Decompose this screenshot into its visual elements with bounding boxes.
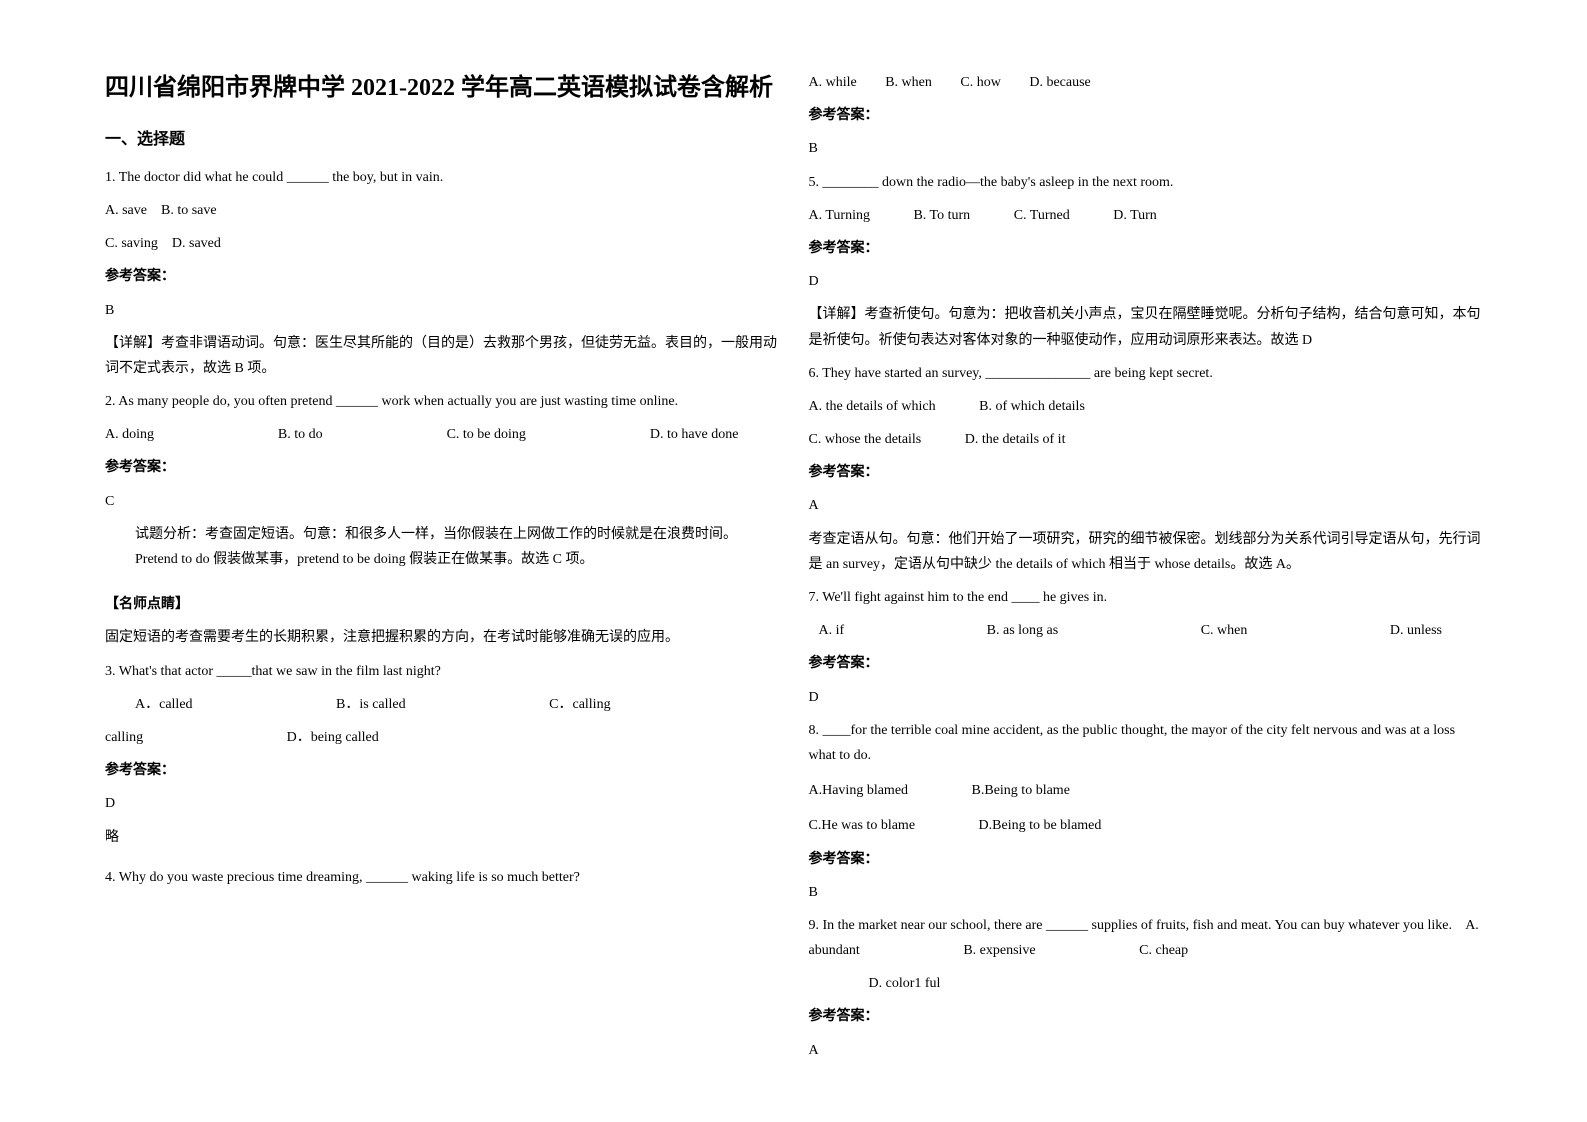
question-2-options: A. doing B. to do C. to be doing D. to h… — [105, 422, 779, 447]
q7-answer: D — [809, 685, 1483, 710]
question-9-opt-d: D. color1 ful — [809, 971, 1483, 996]
q1-opt-b: B. to save — [161, 203, 217, 218]
q6-opt-a: A. the details of which — [809, 399, 936, 414]
q7-answer-label: 参考答案： — [809, 651, 1483, 676]
q6-answer: A — [809, 493, 1483, 518]
q7-opt-a: A. if — [819, 618, 845, 643]
q3-opt-d: D．being called — [287, 730, 379, 745]
q1-opt-a: A. save — [105, 203, 147, 218]
q7-opt-b: B. as long as — [987, 618, 1059, 643]
q9-opt-c: C. cheap — [1139, 943, 1188, 958]
q6-opt-d: D. the details of it — [965, 432, 1066, 447]
q1-answer: B — [105, 298, 779, 323]
q8-opt-c: C.He was to blame — [809, 818, 916, 833]
q2-opt-a: A. doing — [105, 422, 154, 447]
question-8-options-ab: A.Having blamed B.Being to blame — [809, 778, 1483, 803]
section-heading: 一、选择题 — [105, 126, 779, 155]
q3-answer: D — [105, 791, 779, 816]
question-3-text: 3. What's that actor _____that we saw in… — [105, 659, 779, 684]
question-1-options-ab: A. save B. to save — [105, 198, 779, 223]
q4-opt-b: B. when — [885, 75, 932, 90]
q7-opt-d: D. unless — [1390, 618, 1442, 643]
question-6-text: 6. They have started an survey, ________… — [809, 361, 1483, 386]
q9-opt-b: B. expensive — [963, 943, 1035, 958]
question-8-text: 8. ____for the terrible coal mine accide… — [809, 718, 1483, 768]
q5-opt-c: C. Turned — [1014, 208, 1070, 223]
q2-tip-label: 【名师点睛】 — [105, 592, 779, 617]
question-3-options-2: calling D．being called — [105, 725, 779, 750]
question-3-options: A．called B．is called C．calling — [105, 692, 779, 717]
q2-analysis: 试题分析：考查固定短语。句意：和很多人一样，当你假装在上网做工作的时候就是在浪费… — [105, 522, 779, 572]
q5-opt-b: B. To turn — [913, 208, 970, 223]
q8-opt-d: D.Being to be blamed — [979, 818, 1102, 833]
q8-answer: B — [809, 880, 1483, 905]
q2-answer-label: 参考答案： — [105, 455, 779, 480]
question-5-options: A. Turning B. To turn C. Turned D. Turn — [809, 203, 1483, 228]
q3-opt-c2: calling — [105, 730, 143, 745]
q5-answer-label: 参考答案： — [809, 236, 1483, 261]
q9-answer-label: 参考答案： — [809, 1004, 1483, 1029]
question-4-text: 4. Why do you waste precious time dreami… — [105, 865, 779, 890]
question-7-text: 7. We'll fight against him to the end __… — [809, 585, 1483, 610]
q4-opt-a: A. while — [809, 75, 857, 90]
q8-answer-label: 参考答案： — [809, 847, 1483, 872]
q5-opt-d: D. Turn — [1113, 208, 1157, 223]
q3-answer-label: 参考答案： — [105, 758, 779, 783]
q4-answer: B — [809, 136, 1483, 161]
q6-explanation: 考查定语从句。句意：他们开始了一项研究，研究的细节被保密。划线部分为关系代词引导… — [809, 527, 1483, 577]
question-1-options-cd: C. saving D. saved — [105, 231, 779, 256]
q8-opt-b: B.Being to blame — [972, 783, 1070, 798]
question-4-options: A. while B. when C. how D. because — [809, 70, 1483, 95]
question-9-text: 9. In the market near our school, there … — [809, 913, 1483, 963]
q4-opt-d: D. because — [1029, 75, 1090, 90]
q3-opt-a: A．called — [135, 697, 193, 712]
q2-tip: 固定短语的考查需要考生的长期积累，注意把握积累的方向，在考试时能够准确无误的应用… — [105, 625, 779, 650]
q7-opt-c: C. when — [1201, 618, 1248, 643]
question-6-options-ab: A. the details of which B. of which deta… — [809, 394, 1483, 419]
q9-opt-d: D. color1 ful — [869, 976, 941, 991]
q1-opt-d: D. saved — [172, 236, 221, 251]
q2-answer: C — [105, 489, 779, 514]
q2-opt-c: C. to be doing — [447, 422, 526, 447]
q6-answer-label: 参考答案： — [809, 460, 1483, 485]
q5-explanation: 【详解】考查祈使句。句意为：把收音机关小声点，宝贝在隔壁睡觉呢。分析句子结构，结… — [809, 302, 1483, 352]
document-title: 四川省绵阳市界牌中学 2021-2022 学年高二英语模拟试卷含解析 — [105, 70, 779, 106]
q9-answer: A — [809, 1038, 1483, 1063]
q1-answer-label: 参考答案： — [105, 264, 779, 289]
q6-opt-c: C. whose the details — [809, 432, 922, 447]
q1-explanation: 【详解】考查非谓语动词。句意：医生尽其所能的（目的是）去救那个男孩，但徒劳无益。… — [105, 331, 779, 381]
question-5-text: 5. ________ down the radio—the baby's as… — [809, 170, 1483, 195]
q3-opt-c: C．calling — [549, 697, 610, 712]
q8-opt-a: A.Having blamed — [809, 783, 909, 798]
question-8-options-cd: C.He was to blame D.Being to be blamed — [809, 813, 1483, 838]
q3-opt-b: B．is called — [336, 697, 406, 712]
question-6-options-cd: C. whose the details D. the details of i… — [809, 427, 1483, 452]
q3-note: 略 — [105, 825, 779, 850]
q5-opt-a: A. Turning — [809, 208, 870, 223]
q4-answer-label: 参考答案： — [809, 103, 1483, 128]
question-1-text: 1. The doctor did what he could ______ t… — [105, 165, 779, 190]
question-2-text: 2. As many people do, you often pretend … — [105, 389, 779, 414]
q9-text-body: 9. In the market near our school, there … — [809, 918, 1452, 933]
q4-opt-c: C. how — [960, 75, 1000, 90]
q5-answer: D — [809, 269, 1483, 294]
q6-opt-b: B. of which details — [979, 399, 1085, 414]
question-7-options: A. if B. as long as C. when D. unless — [809, 618, 1483, 643]
q2-opt-d: D. to have done — [650, 422, 739, 447]
q1-opt-c: C. saving — [105, 236, 158, 251]
q2-opt-b: B. to do — [278, 422, 323, 447]
